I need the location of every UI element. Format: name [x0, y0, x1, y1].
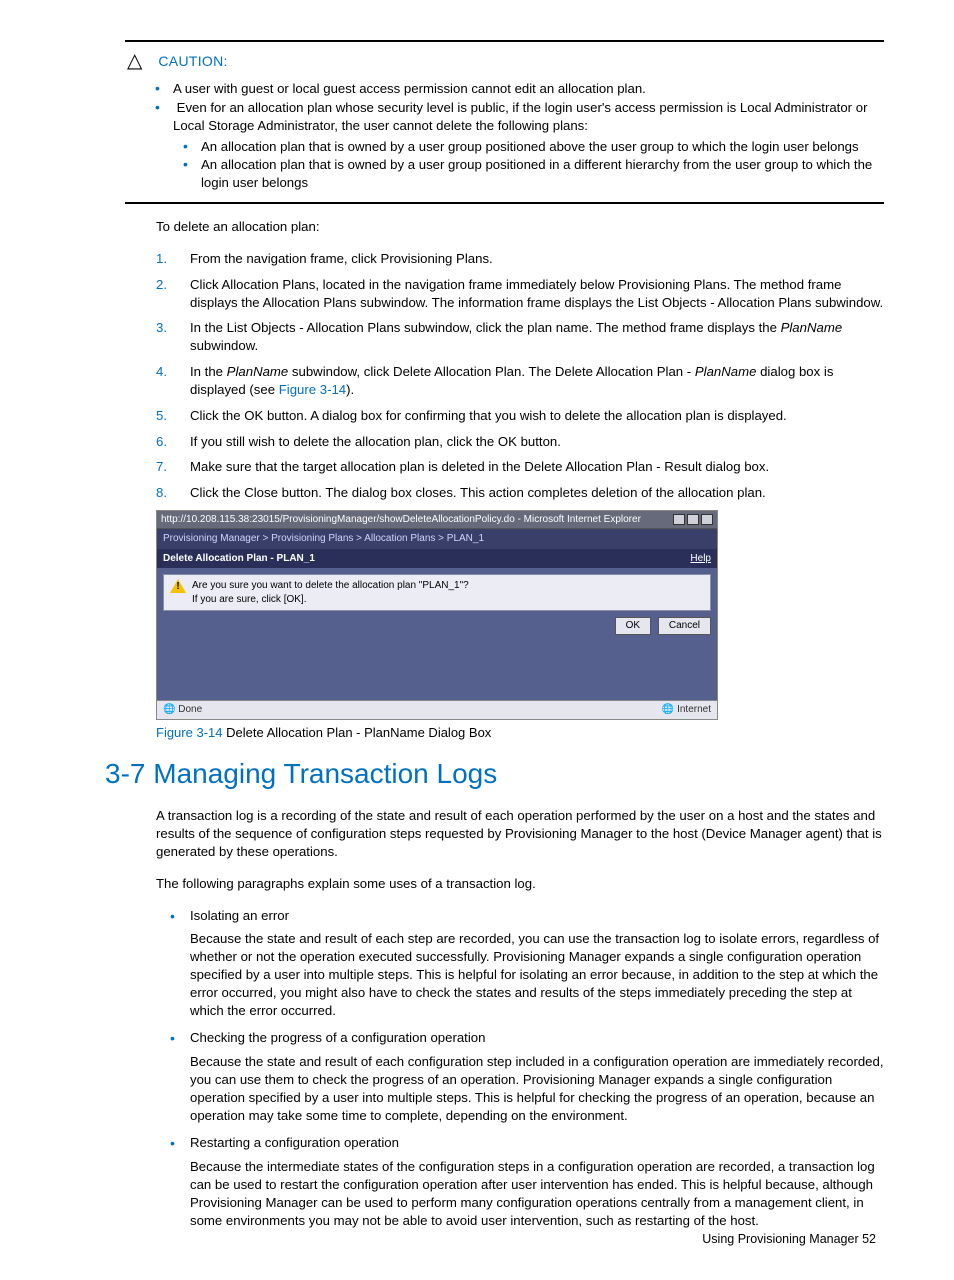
status-zone: 🌐 Internet: [662, 703, 711, 717]
dialog-message: Are you sure you want to delete the allo…: [192, 579, 469, 606]
step-text: subwindow, click Delete Allocation Plan.…: [288, 364, 695, 379]
plan-name: PlanName: [227, 364, 289, 379]
step-item: From the navigation frame, click Provisi…: [156, 250, 884, 268]
use-item: Restarting a configuration operation Bec…: [156, 1134, 884, 1229]
dialog-url: http://10.208.115.38:23015/ProvisioningM…: [161, 513, 641, 527]
use-item: Isolating an error Because the state and…: [156, 907, 884, 1020]
use-body: Because the state and result of each ste…: [190, 930, 884, 1019]
warning-icon: [170, 579, 186, 593]
step-item: In the PlanName subwindow, click Delete …: [156, 363, 884, 399]
dialog-breadcrumb: Provisioning Manager > Provisioning Plan…: [157, 528, 717, 549]
plan-name: PlanName: [781, 320, 843, 335]
step-item: Click Allocation Plans, located in the n…: [156, 276, 884, 312]
caution-item: A user with guest or local guest access …: [173, 79, 884, 98]
step-item: If you still wish to delete the allocati…: [156, 433, 884, 451]
caution-item-text: Even for an allocation plan whose securi…: [173, 100, 867, 133]
section-paragraph: The following paragraphs explain some us…: [156, 875, 884, 893]
use-title: Isolating an error: [190, 907, 884, 925]
step-item: Click the OK button. A dialog box for co…: [156, 407, 884, 425]
step-text: In the: [190, 364, 227, 379]
caution-subitem: An allocation plan that is owned by a us…: [201, 137, 884, 156]
step-item: Make sure that the target allocation pla…: [156, 458, 884, 476]
intro-text: To delete an allocation plan:: [156, 218, 884, 236]
plan-name: PlanName: [695, 364, 757, 379]
figure-text: Delete Allocation Plan - PlanName Dialog…: [222, 725, 491, 740]
figure-label: Figure 3-14: [156, 725, 222, 740]
dialog-message-line: If you are sure, click [OK].: [192, 594, 306, 605]
step-text: subwindow.: [190, 338, 258, 353]
dialog-message-line: Are you sure you want to delete the allo…: [192, 580, 469, 591]
caution-label: CAUTION:: [158, 52, 227, 71]
use-body: Because the intermediate states of the c…: [190, 1158, 884, 1229]
ok-button[interactable]: OK: [615, 617, 651, 635]
dialog-title: Delete Allocation Plan - PLAN_1: [163, 552, 315, 566]
step-list: From the navigation frame, click Provisi…: [156, 250, 884, 502]
use-item: Checking the progress of a configuration…: [156, 1029, 884, 1124]
caution-icon: △: [127, 48, 142, 75]
cancel-button[interactable]: Cancel: [658, 617, 711, 635]
help-link[interactable]: Help: [690, 552, 711, 566]
maximize-icon[interactable]: [687, 514, 699, 525]
status-zone-text: Internet: [677, 704, 711, 715]
figure-caption: Figure 3-14 Delete Allocation Plan - Pla…: [156, 724, 884, 742]
page-footer: Using Provisioning Manager 52: [702, 1231, 876, 1248]
section-heading: 3-7 Managing Transaction Logs: [105, 755, 884, 793]
step-text: In the List Objects - Allocation Plans s…: [190, 320, 781, 335]
step-item: In the List Objects - Allocation Plans s…: [156, 319, 884, 355]
use-body: Because the state and result of each con…: [190, 1053, 884, 1124]
use-list: Isolating an error Because the state and…: [156, 907, 884, 1230]
caution-item: Even for an allocation plan whose securi…: [173, 98, 884, 192]
use-title: Restarting a configuration operation: [190, 1134, 884, 1152]
caution-subitem: An allocation plan that is owned by a us…: [201, 155, 884, 192]
close-icon[interactable]: [701, 514, 713, 525]
step-item: Click the Close button. The dialog box c…: [156, 484, 884, 502]
section-paragraph: A transaction log is a recording of the …: [156, 807, 884, 860]
use-title: Checking the progress of a configuration…: [190, 1029, 884, 1047]
status-done-text: Done: [178, 704, 202, 715]
minimize-icon[interactable]: [673, 514, 685, 525]
step-text: ).: [346, 382, 354, 397]
window-buttons: [673, 514, 713, 525]
status-done: 🌐 Done: [163, 703, 202, 717]
dialog-screenshot: http://10.208.115.38:23015/ProvisioningM…: [156, 510, 718, 720]
caution-block: △ CAUTION: A user with guest or local gu…: [125, 40, 884, 204]
figure-link[interactable]: Figure 3-14: [279, 382, 346, 397]
